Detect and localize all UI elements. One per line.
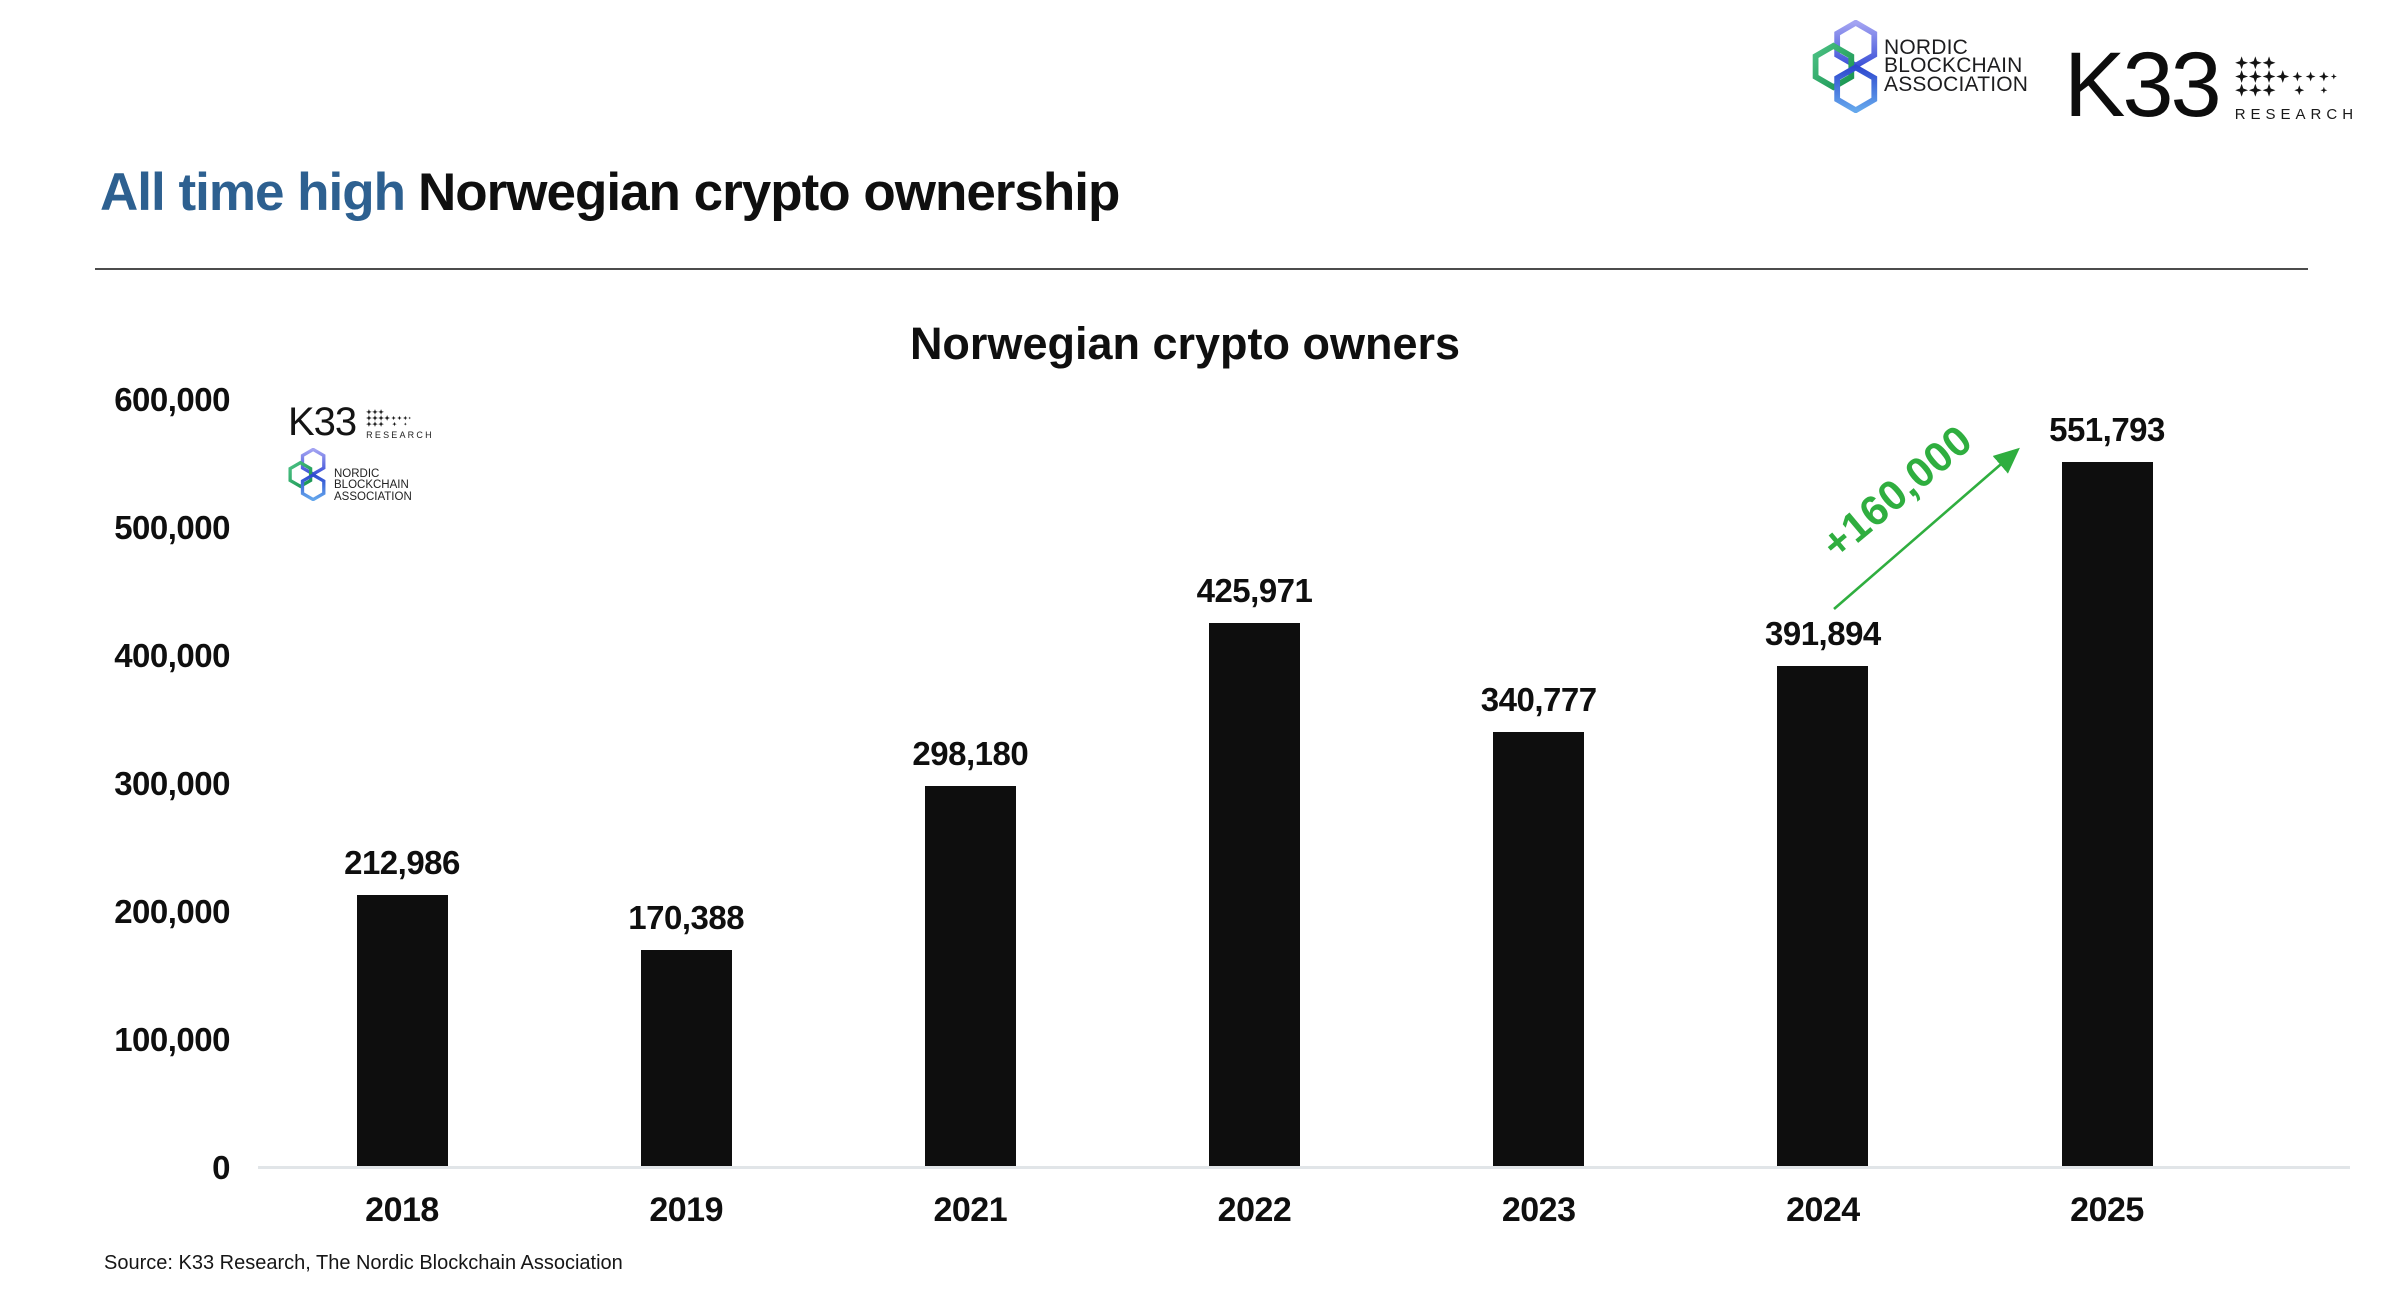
nba-logo-line: BLOCKCHAIN — [334, 479, 409, 492]
x-axis-year-label: 2024 — [1786, 1191, 1860, 1229]
k33-sparkle-icon — [366, 409, 412, 427]
nba-hexagons-icon — [288, 448, 326, 501]
plot-area: 212,986 170,388 298,180 425,971 340,777 391,8… — [258, 400, 2350, 1168]
nba-logo-line: ASSOCIATION — [334, 490, 412, 503]
title-divider — [95, 268, 2308, 270]
bar — [2061, 461, 2153, 1168]
x-axis: 2018 2019 2021 2022 2023 2024 2025 — [258, 1190, 2350, 1240]
k33-wordmark: K33 — [288, 400, 357, 444]
nba-logo-line: BLOCKCHAIN — [1884, 54, 2023, 78]
bar — [1209, 622, 1300, 1168]
y-axis-tick-label: 500,000 — [114, 509, 230, 546]
nba-logo-text: NORDIC BLOCKCHAIN ASSOCIATION — [1884, 35, 2029, 96]
y-axis-tick-label: 100,000 — [114, 1021, 230, 1058]
y-axis-tick-label: 600,000 — [114, 381, 230, 418]
nba-logo-line: NORDIC — [334, 468, 380, 481]
bar-value-label: 298,180 — [912, 735, 1029, 773]
k33-wordmark: K33 — [2064, 34, 2222, 136]
chart-title: Norwegian crypto owners — [909, 318, 1461, 369]
x-axis-year-label: 2023 — [1501, 1191, 1576, 1229]
chart-watermark-nba-logo: NORDIC BLOCKCHAIN ASSOCIATION — [288, 448, 412, 503]
k33-research-label: RESEARCH — [366, 430, 434, 440]
growth-arrow-icon — [1833, 447, 2020, 610]
k33-research-label: RESEARCH — [2234, 106, 2359, 123]
x-axis-year-label: 2025 — [2070, 1191, 2144, 1229]
bar-value-label: 170,388 — [628, 898, 745, 936]
bar — [924, 786, 1016, 1168]
bar — [1777, 666, 1869, 1168]
bar — [1493, 731, 1585, 1168]
bar-value-label: 340,777 — [1480, 680, 1597, 718]
bar-value-label: 212,986 — [344, 844, 460, 882]
nba-logo-line: NORDIC — [1884, 35, 1969, 59]
bar-value-label: 391,894 — [1764, 615, 1881, 653]
page-title-rest: Norwegian crypto ownership — [418, 163, 1120, 222]
x-axis-year-label: 2018 — [365, 1191, 439, 1229]
nba-logo-text: NORDIC BLOCKCHAIN ASSOCIATION — [334, 468, 412, 503]
k33-sparkle-icon — [2234, 56, 2337, 97]
y-axis-tick-label: 300,000 — [114, 765, 230, 802]
k33-research-logo: K33 RESEARCH — [2064, 34, 2359, 136]
bar — [640, 949, 732, 1168]
y-axis-tick-label: 200,000 — [114, 893, 230, 930]
y-axis: 0 100,000 200,000 300,000 400,000 500,000 600,… — [40, 381, 230, 1186]
bar-value-label: 425,971 — [1196, 571, 1313, 609]
x-axis-year-label: 2019 — [649, 1191, 723, 1229]
bar — [356, 895, 448, 1168]
nba-logo-line: ASSOCIATION — [1884, 72, 2029, 96]
chart-watermark-k33-logo: K33 RESEARCH — [288, 402, 434, 442]
page-title-highlight: All time high — [100, 163, 406, 222]
nordic-blockchain-association-logo: NORDIC BLOCKCHAIN ASSOCIATION — [1812, 20, 2028, 113]
y-axis-tick-label: 400,000 — [114, 637, 230, 674]
source-note: Source: K33 Research, The Nordic Blockch… — [104, 1252, 623, 1274]
nba-hexagons-icon — [1812, 20, 1878, 113]
y-axis-tick-label: 0 — [212, 1149, 230, 1186]
x-axis-year-label: 2021 — [933, 1191, 1008, 1229]
x-axis-year-label: 2022 — [1217, 1191, 1292, 1229]
bar-value-label: 551,793 — [2049, 410, 2165, 448]
page-title: All time high Norwegian crypto ownership — [100, 162, 1120, 223]
x-axis-baseline — [258, 1166, 2350, 1169]
